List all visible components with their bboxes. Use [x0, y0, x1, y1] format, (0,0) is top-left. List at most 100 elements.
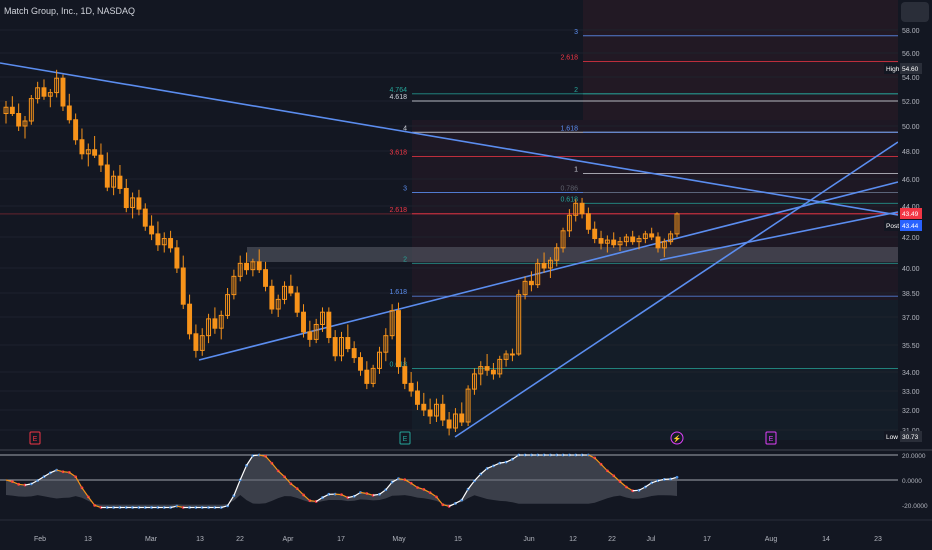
- dividend-marker: [670, 431, 684, 445]
- candlesticks: [3, 69, 680, 436]
- candle-body: [206, 318, 212, 337]
- candle-body: [92, 149, 98, 156]
- osc-line-segment: [277, 470, 285, 478]
- candle-body: [389, 310, 395, 337]
- dividend-marker-icon: ⚡: [673, 434, 682, 443]
- earnings-marker-label: E: [403, 436, 408, 443]
- candle-body: [364, 369, 370, 384]
- price-tick-label: 54.00: [902, 75, 920, 82]
- time-tick-label: May: [392, 536, 406, 543]
- candle-body: [301, 311, 306, 333]
- candle-body: [212, 318, 218, 329]
- candle-body: [218, 314, 224, 329]
- time-tick-label: 23: [874, 536, 882, 543]
- candle-body: [320, 311, 325, 325]
- candle-body: [275, 298, 281, 310]
- fib-level-label: 1.618: [560, 125, 578, 132]
- time-tick-label: Jul: [647, 536, 656, 543]
- high-badge-value-box: [900, 63, 922, 74]
- price-tick-label: 34.00: [902, 370, 920, 377]
- earnings-marker: [399, 431, 411, 445]
- trendlines[interactable]: [0, 62, 899, 438]
- menu-button[interactable]: [901, 2, 929, 22]
- candle-body: [522, 280, 528, 296]
- osc-line-segment: [594, 457, 602, 465]
- candle-body: [142, 208, 148, 227]
- candle-body: [256, 261, 262, 271]
- candle-body: [414, 390, 420, 405]
- osc-line-segment: [600, 463, 608, 472]
- candle-body: [396, 310, 401, 368]
- candle-body: [541, 262, 547, 269]
- fib-level-label: 3: [403, 186, 407, 193]
- earnings-marker-label: E: [33, 436, 38, 443]
- candle-body: [47, 92, 53, 97]
- candle-body: [351, 348, 357, 359]
- candle-body: [440, 403, 446, 421]
- candle-body: [566, 214, 572, 232]
- candle-body: [79, 139, 85, 155]
- fib-level-label: 4: [403, 125, 407, 132]
- candle-body: [547, 259, 553, 269]
- candle-body: [573, 202, 579, 216]
- price-tick-label: 35.50: [902, 343, 920, 350]
- last-price-badge-value-box: [900, 208, 922, 219]
- fib-level-label: 0.786: [560, 186, 578, 193]
- time-tick-label: 17: [703, 536, 711, 543]
- candle-body: [490, 369, 496, 375]
- osc-line-segment: [75, 476, 83, 489]
- candle-body: [130, 197, 136, 209]
- candle-body: [535, 262, 541, 286]
- price-tick-label: 50.00: [902, 124, 920, 131]
- price-tick-label: 38.50: [902, 291, 920, 298]
- candle-body: [244, 262, 250, 271]
- time-tick-label: 17: [337, 536, 345, 543]
- trendline: [0, 62, 899, 216]
- last-price-badge: 43.49: [900, 208, 922, 219]
- price-tick-label: 48.00: [902, 149, 920, 156]
- candle-body: [497, 358, 503, 375]
- candle-body: [60, 77, 66, 107]
- osc-line-segment: [265, 455, 273, 464]
- osc-line-segment: [239, 465, 248, 481]
- candle-body: [661, 241, 667, 249]
- candle-body: [446, 419, 452, 429]
- time-tick-label: Apr: [283, 536, 295, 543]
- candle-body: [161, 238, 167, 246]
- candle-body: [3, 106, 9, 114]
- oscillator-pane[interactable]: 20.0000 0.0000 -20.0000: [0, 451, 932, 519]
- osc-line-segment: [473, 473, 482, 482]
- time-tick-label: 22: [608, 536, 616, 543]
- event-markers[interactable]: E E E ⚡: [0, 431, 932, 451]
- candle-body: [225, 294, 231, 316]
- candle-body: [180, 267, 186, 305]
- candle-body: [452, 413, 458, 429]
- time-tick-label: Mar: [145, 536, 158, 543]
- candle-body: [516, 294, 522, 355]
- osc-tick-label: -20.0000: [902, 503, 928, 510]
- candle-body: [199, 335, 205, 351]
- candle-body: [611, 239, 617, 246]
- osc-axis-background: [898, 451, 932, 519]
- time-axis[interactable]: Feb 13 Mar 13 22 Apr 17 May 15 Jun 12 22 Jul 17 Aug 14 2…: [0, 519, 932, 543]
- osc-dot: [517, 453, 521, 457]
- candle-body: [16, 113, 22, 127]
- time-tick-label: 13: [196, 536, 204, 543]
- candle-body: [655, 236, 661, 249]
- chart-title: Match Group, Inc., 1D, NASDAQ: [4, 6, 136, 16]
- candle-body: [509, 353, 515, 356]
- trendline: [454, 141, 899, 438]
- candle-body: [604, 239, 610, 244]
- time-tick-label: 22: [236, 536, 244, 543]
- osc-line-segment: [81, 487, 89, 498]
- osc-line-segment: [461, 488, 469, 501]
- low-badge-tag: [884, 431, 900, 442]
- osc-line-segment: [613, 475, 621, 483]
- osc-line-segment: [284, 476, 292, 485]
- price-tick-label: 32.00: [902, 408, 920, 415]
- candle-body: [471, 373, 477, 390]
- candle-body: [383, 335, 389, 353]
